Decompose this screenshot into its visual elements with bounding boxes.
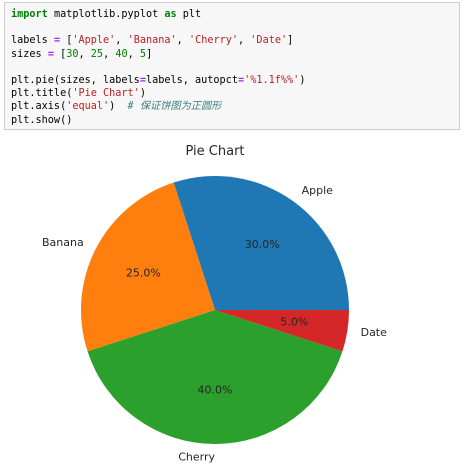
code-token: , (127, 48, 140, 60)
slice-percent-label: 25.0% (126, 267, 161, 280)
code-token: matplotlib.pyplot (47, 9, 165, 20)
code-token: plt.show() (11, 114, 73, 126)
code-token: , (176, 35, 189, 47)
pie-slice-date (215, 310, 349, 352)
code-token: = (139, 74, 146, 86)
pie-chart: Pie Chart Apple 30.0% Banana 25.0% Cherry 40.… (42, 144, 387, 464)
code-line: labels = ['Apple', 'Banana', 'Cherry', '… (11, 34, 459, 47)
code-token: 40 (115, 48, 128, 60)
code-token: plt (176, 9, 202, 20)
code-token: 'Date' (250, 35, 288, 47)
code-token: 30 (66, 48, 79, 60)
slice-percent-label: 30.0% (245, 238, 280, 251)
code-token: , (115, 35, 128, 47)
code-token: import (11, 9, 48, 20)
slice-percent-label: 40.0% (198, 383, 233, 396)
chart-title: Pie Chart (185, 144, 244, 159)
code-line: plt.pie(sizes, labels=labels, autopct='%… (11, 74, 459, 87)
code-token: ] (287, 35, 294, 47)
slice-label: Date (361, 326, 388, 339)
pie-slice-banana (81, 182, 216, 352)
code-token: # 保证饼图为正圆形 (127, 101, 222, 113)
code-token: ] (146, 48, 153, 60)
slice-percent-label: 5.0% (280, 316, 308, 329)
code-token: labels, autopct (145, 74, 238, 86)
slice-label: Banana (42, 236, 84, 249)
code-token: = (47, 48, 54, 60)
code-token: ) (299, 74, 306, 86)
code-token: 'Banana' (127, 35, 177, 47)
code-token: 25 (90, 48, 104, 60)
code-line: sizes = [30, 25, 40, 5] (11, 48, 459, 61)
pie-slices (81, 176, 349, 444)
pie-labels: Apple 30.0% Banana 25.0% Cherry 40.0% Date 5.0% (42, 184, 387, 464)
code-token: sizes (11, 48, 48, 60)
code-token: as (164, 9, 177, 20)
code-token: = (53, 35, 61, 47)
code-token: plt.axis( (11, 101, 67, 113)
code-token: plt.pie(sizes, labels (11, 74, 140, 86)
code-line (11, 21, 459, 34)
code-editor[interactable]: import matplotlib.pyplot as plt labels = … (5, 3, 459, 127)
code-token: , (78, 48, 91, 60)
code-line: plt.title('Pie Chart') (11, 87, 459, 100)
code-token: plt.title( (11, 88, 73, 100)
code-cell[interactable]: import matplotlib.pyplot as plt labels = … (4, 2, 460, 130)
code-token: labels (11, 35, 54, 47)
slice-label: Cherry (178, 450, 215, 463)
code-line: plt.axis('equal') # 保证饼图为正圆形 (11, 100, 459, 113)
code-line (11, 61, 459, 74)
pie-slice-cherry (87, 310, 343, 444)
code-line: plt.show() (11, 114, 459, 127)
slice-label: Apple (302, 184, 334, 197)
code-token: 'Apple' (72, 35, 116, 47)
code-token: 'equal' (66, 101, 110, 113)
code-token: [ (53, 48, 67, 60)
code-token: = (237, 74, 245, 86)
code-token: '%1.1f%%' (244, 74, 300, 86)
pie-slice-apple (173, 176, 349, 310)
code-token: ) (139, 88, 146, 100)
code-token: 'Pie Chart' (72, 88, 140, 100)
code-token: , (238, 35, 251, 47)
code-line: import matplotlib.pyplot as plt (11, 8, 459, 21)
code-token: , (103, 48, 116, 60)
code-token: ) (109, 101, 128, 113)
code-token: 5 (139, 48, 147, 60)
code-token: [ (60, 35, 73, 47)
code-token: 'Cherry' (188, 35, 239, 47)
